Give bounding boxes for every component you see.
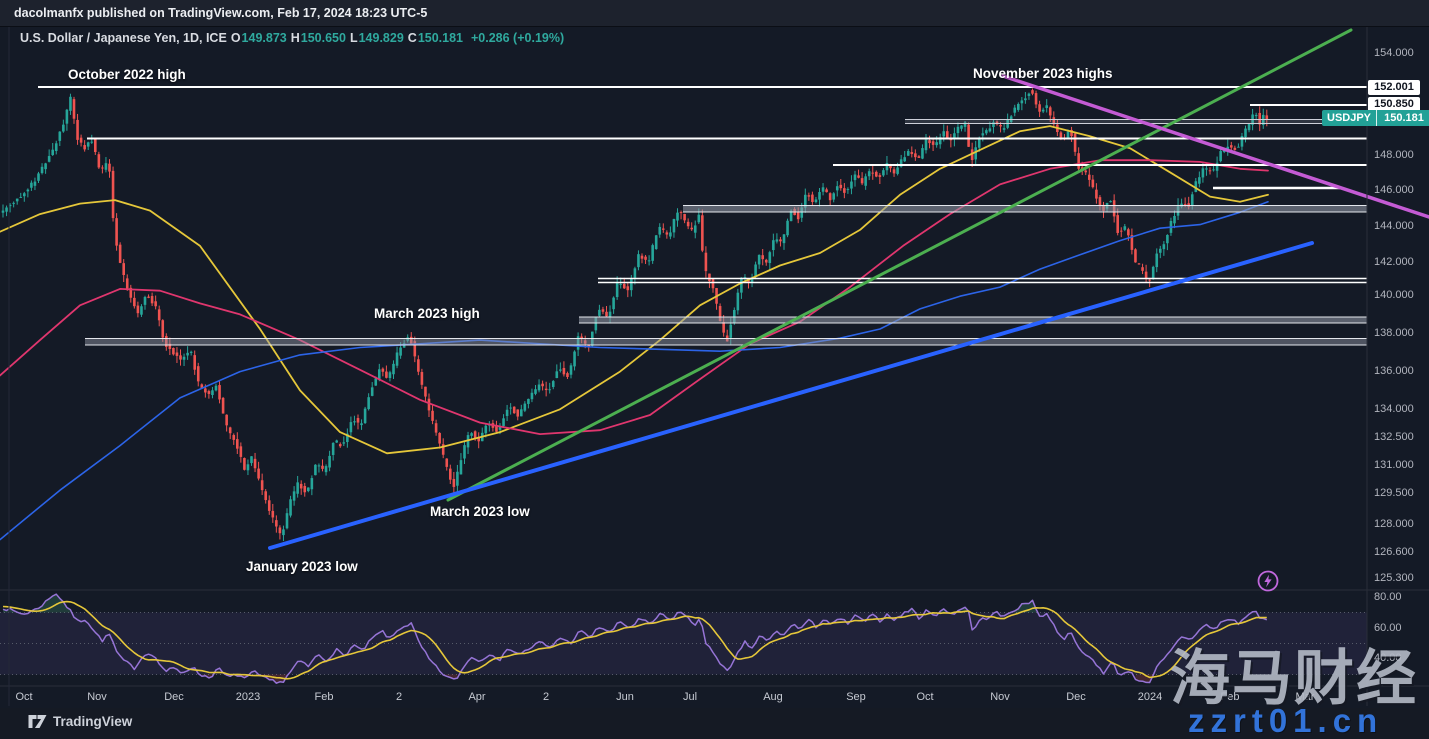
time-axis-label: Mar — [1295, 691, 1315, 703]
price-axis-label: 136.000 — [1374, 365, 1414, 377]
tradingview-logo-icon — [28, 715, 47, 728]
time-axis-label: Aug — [763, 691, 783, 703]
rsi-zone-fill — [3, 608, 18, 613]
watermark-cjk: 海马财经 — [1170, 645, 1418, 712]
publish-info-text: dacolmanfx published on TradingView.com,… — [14, 6, 428, 20]
downtrend-magenta — [1001, 74, 1429, 219]
price-axis-label: 131.000 — [1374, 459, 1414, 471]
price-axis-label: 132.500 — [1374, 431, 1414, 443]
rsi-ma-line — [2, 600, 1267, 680]
ohlc-key-C: C — [407, 31, 417, 45]
candles — [1, 88, 1269, 542]
ohlc-values: O149.873 H150.650 L149.829 C150.181 — [231, 31, 467, 45]
price-axis-label: 129.500 — [1374, 487, 1414, 499]
time-axis-label: 2024 — [1137, 691, 1163, 703]
ohlc-value-L: 149.829 — [358, 31, 404, 45]
ohlc-key-L: L — [349, 31, 358, 45]
boost-lightning-icon[interactable] — [1256, 569, 1280, 593]
footer-bar — [0, 708, 1429, 739]
time-axis-label: 2023 — [235, 691, 261, 703]
price-axis-label: 128.000 — [1374, 518, 1414, 530]
level-137.75 — [85, 337, 1367, 346]
rsi-axis-label: 40.00 — [1374, 652, 1402, 664]
ohlc-key-O: O — [230, 31, 241, 45]
time-axis-label: Nov — [87, 691, 107, 703]
rsi-band — [0, 612, 1367, 675]
time-axis-label: Oct — [916, 691, 934, 703]
price-axis-label: 144.000 — [1374, 220, 1414, 232]
ma-blue — [0, 201, 1269, 541]
ohlc-value-C: 150.181 — [417, 31, 463, 45]
level-141 — [598, 277, 1367, 284]
time-axis-label: Sep — [846, 691, 866, 703]
ma-pink — [0, 159, 1269, 436]
price-axis-label: 154.000 — [1374, 47, 1414, 59]
last-price-label: USDJPY 150.181 — [1322, 110, 1429, 126]
annotation-october-2022-high: October 2022 high — [68, 67, 186, 82]
ohlc-key-H: H — [290, 31, 300, 45]
publish-bar: dacolmanfx published on TradingView.com,… — [0, 0, 1429, 27]
time-axis-label: Feb — [314, 691, 334, 703]
price-level-box: 152.001 — [1368, 80, 1420, 95]
time-axis-label: Oct — [15, 691, 33, 703]
annotation-march-2023-high: March 2023 high — [374, 306, 480, 321]
time-axis-label: 2 — [395, 691, 403, 703]
price-level-box: 150.850 — [1368, 97, 1420, 112]
price-axis-label: 138.000 — [1374, 327, 1414, 339]
last-price-value: 150.181 — [1376, 110, 1429, 126]
rsi-axis-label: 80.00 — [1374, 591, 1402, 603]
price-axis-label: 134.000 — [1374, 403, 1414, 415]
change-value: +0.286 (+0.19%) — [471, 31, 565, 45]
symbol-header: U.S. Dollar / Japanese Yen, 1D, ICE O149.… — [20, 31, 568, 45]
rsi-axis-label: 60.00 — [1374, 622, 1402, 634]
ma-yellow — [0, 125, 1269, 455]
tradingview-brand-text: TradingView — [53, 714, 133, 729]
level-145 — [683, 204, 1367, 213]
level-138.6 — [579, 316, 1367, 324]
rsi-zone-fill — [31, 594, 71, 613]
price-axis-label: 126.600 — [1374, 546, 1414, 558]
time-axis-label: Dec — [164, 691, 184, 703]
price-axis-label: 142.000 — [1374, 256, 1414, 268]
rsi-zone-fill — [940, 608, 948, 613]
time-axis-label: Apr — [468, 691, 486, 703]
rsi-line — [2, 593, 1268, 684]
tradingview-brand-link[interactable]: TradingView — [28, 714, 132, 729]
annotation-november-2023-highs: November 2023 highs — [973, 66, 1113, 81]
price-axis-label: 148.000 — [1374, 149, 1414, 161]
uptrend-blue — [268, 241, 1314, 550]
price-axis-label: 140.000 — [1374, 289, 1414, 301]
last-price-symbol: USDJPY — [1322, 110, 1377, 126]
time-axis-label: Feb — [1220, 691, 1240, 703]
time-axis-label: Jun — [616, 691, 634, 703]
symbol-title: U.S. Dollar / Japanese Yen, 1D, ICE — [20, 31, 227, 45]
watermark-site-url: zzrt01.cn — [1188, 702, 1384, 739]
ohlc-value-O: 149.873 — [241, 31, 287, 45]
annotation-january-2023-low: January 2023 low — [246, 559, 358, 574]
time-axis-label: Jul — [682, 691, 698, 703]
time-axis-label: 2 — [542, 691, 550, 703]
uptrend-green — [446, 28, 1353, 502]
annotation-march-2023-low: March 2023 low — [430, 504, 530, 519]
time-axis-label: Dec — [1066, 691, 1086, 703]
price-axis-label: 125.300 — [1374, 572, 1414, 584]
ohlc-value-H: 150.650 — [300, 31, 346, 45]
time-axis-label: Nov — [990, 691, 1010, 703]
price-axis-label: 146.000 — [1374, 184, 1414, 196]
